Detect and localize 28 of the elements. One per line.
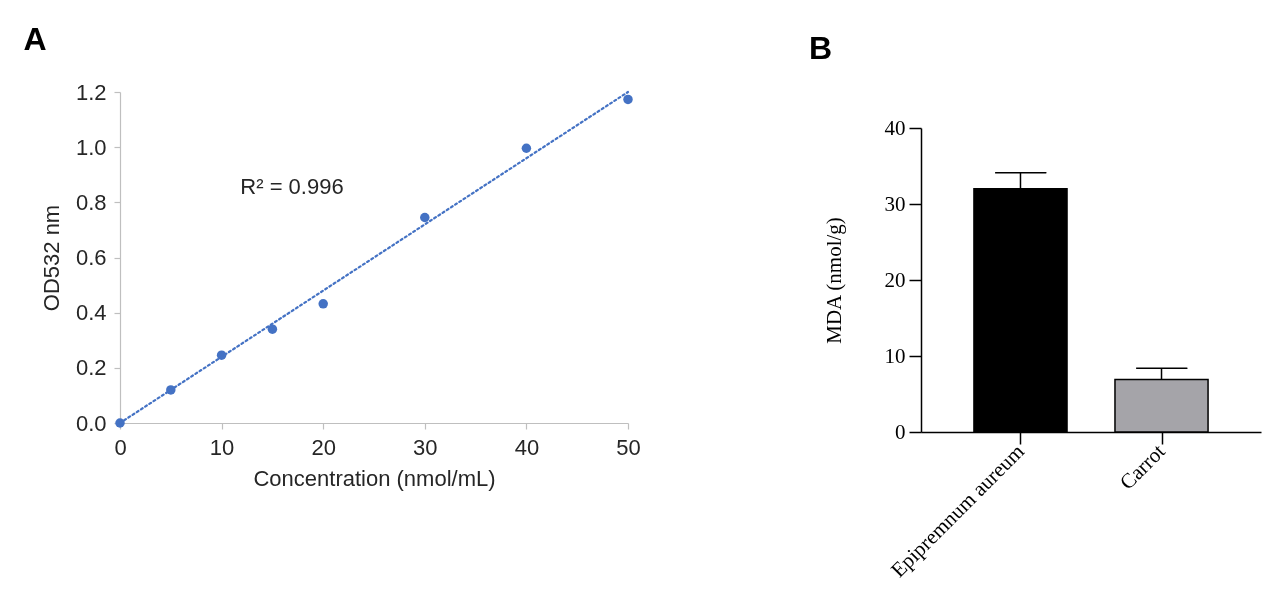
- y-axis-title: OD532 nm: [38, 204, 64, 312]
- annotation: R² = 0.996: [240, 174, 344, 199]
- y-tick-label: 0.4: [75, 300, 107, 326]
- y-axis-title: MDA (nmol/g): [821, 217, 846, 344]
- point: [623, 94, 633, 105]
- x-tick-label: 10: [209, 434, 235, 460]
- y-tick-label: 30: [884, 191, 906, 216]
- y-tick-label: 1.0: [75, 134, 107, 160]
- y-tick-label: 20: [884, 267, 906, 292]
- y-tick-label: 0.6: [75, 245, 107, 270]
- x-tick-label: 50: [616, 434, 641, 460]
- x-tick-label: 40: [514, 434, 540, 460]
- point: [267, 324, 278, 334]
- x-tick-label: 20: [311, 434, 336, 460]
- point: [318, 299, 328, 309]
- y-tick-label: 10: [884, 343, 906, 368]
- y-tick-label: 0.0: [75, 410, 107, 436]
- chart-title: B: [809, 30, 833, 66]
- point: [521, 143, 532, 153]
- point: [420, 212, 430, 223]
- x-tick-label: 30: [413, 434, 438, 460]
- y-tick-label: 0.2: [75, 355, 107, 381]
- chart-title: A: [23, 21, 47, 57]
- y-tick-label: 1.2: [75, 79, 107, 105]
- y-tick-label: 0.8: [75, 189, 107, 215]
- x-tick-label: 0: [114, 434, 127, 460]
- y-tick-label: 40: [884, 115, 906, 140]
- x-axis-title: Concentration (nmol/mL): [253, 465, 496, 491]
